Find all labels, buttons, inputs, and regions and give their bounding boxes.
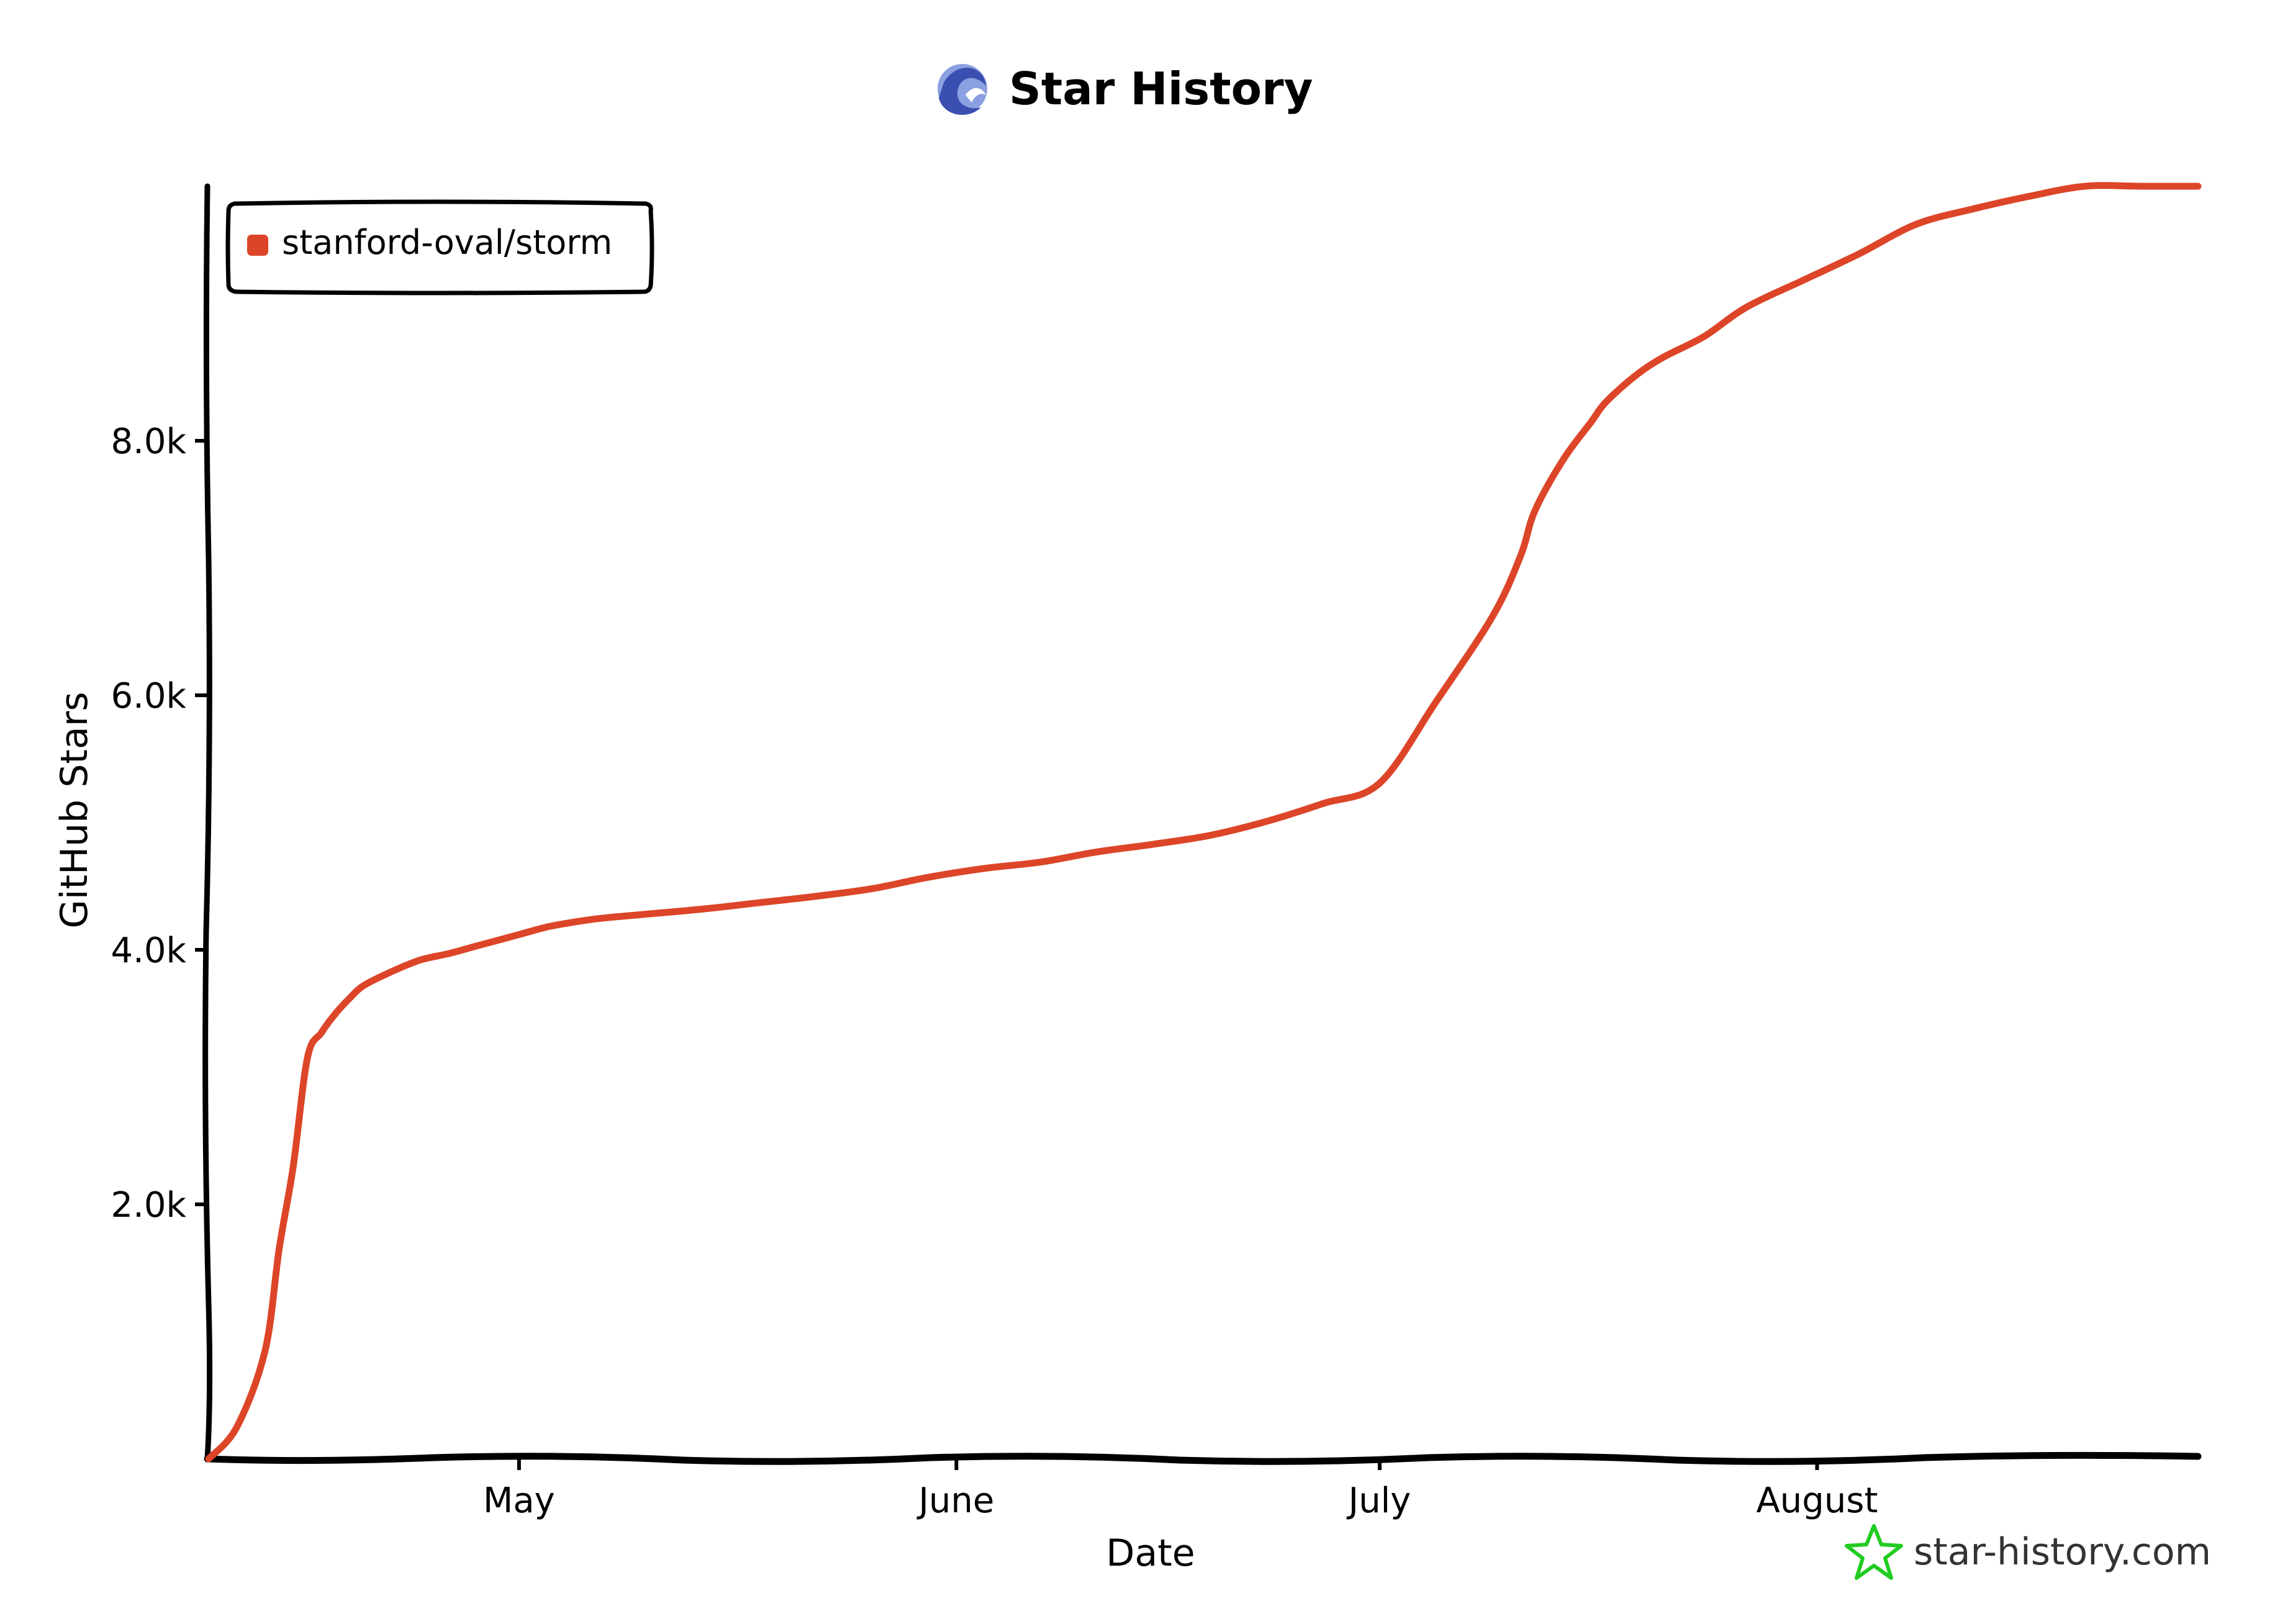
x-axis-label: Date bbox=[1106, 1532, 1195, 1575]
x-tick-label: August bbox=[1756, 1481, 1878, 1521]
watermark: star-history.com bbox=[1845, 1524, 2211, 1580]
x-tick-label: July bbox=[1347, 1481, 1411, 1521]
x-tick-label: May bbox=[483, 1481, 555, 1521]
y-axis-ticks: 2.0k 4.0k 6.0k 8.0k bbox=[111, 422, 209, 1225]
x-axis-line bbox=[204, 1451, 2202, 1465]
legend-swatch bbox=[247, 235, 268, 256]
legend-box bbox=[225, 199, 654, 295]
y-tick-label: 6.0k bbox=[111, 676, 187, 716]
star-history-logo-icon bbox=[938, 64, 987, 115]
legend: stanford-oval/storm bbox=[225, 199, 654, 295]
star-outline-icon bbox=[1845, 1524, 1903, 1580]
y-axis-line bbox=[202, 183, 213, 1462]
y-tick-label: 8.0k bbox=[111, 422, 187, 462]
y-axis-label: GitHub Stars bbox=[53, 692, 96, 928]
series-line-stanford-oval-storm bbox=[205, 182, 2202, 1463]
watermark-text: star-history.com bbox=[1914, 1530, 2211, 1574]
x-axis-ticks: May June July August bbox=[483, 1459, 1878, 1521]
y-tick-label: 4.0k bbox=[111, 931, 187, 971]
legend-label: stanford-oval/storm bbox=[282, 223, 612, 262]
y-tick-label: 2.0k bbox=[111, 1185, 187, 1225]
chart-title-text: Star History bbox=[1009, 63, 1313, 115]
chart-title: Star History bbox=[938, 63, 1313, 115]
x-tick-label: June bbox=[916, 1481, 994, 1521]
